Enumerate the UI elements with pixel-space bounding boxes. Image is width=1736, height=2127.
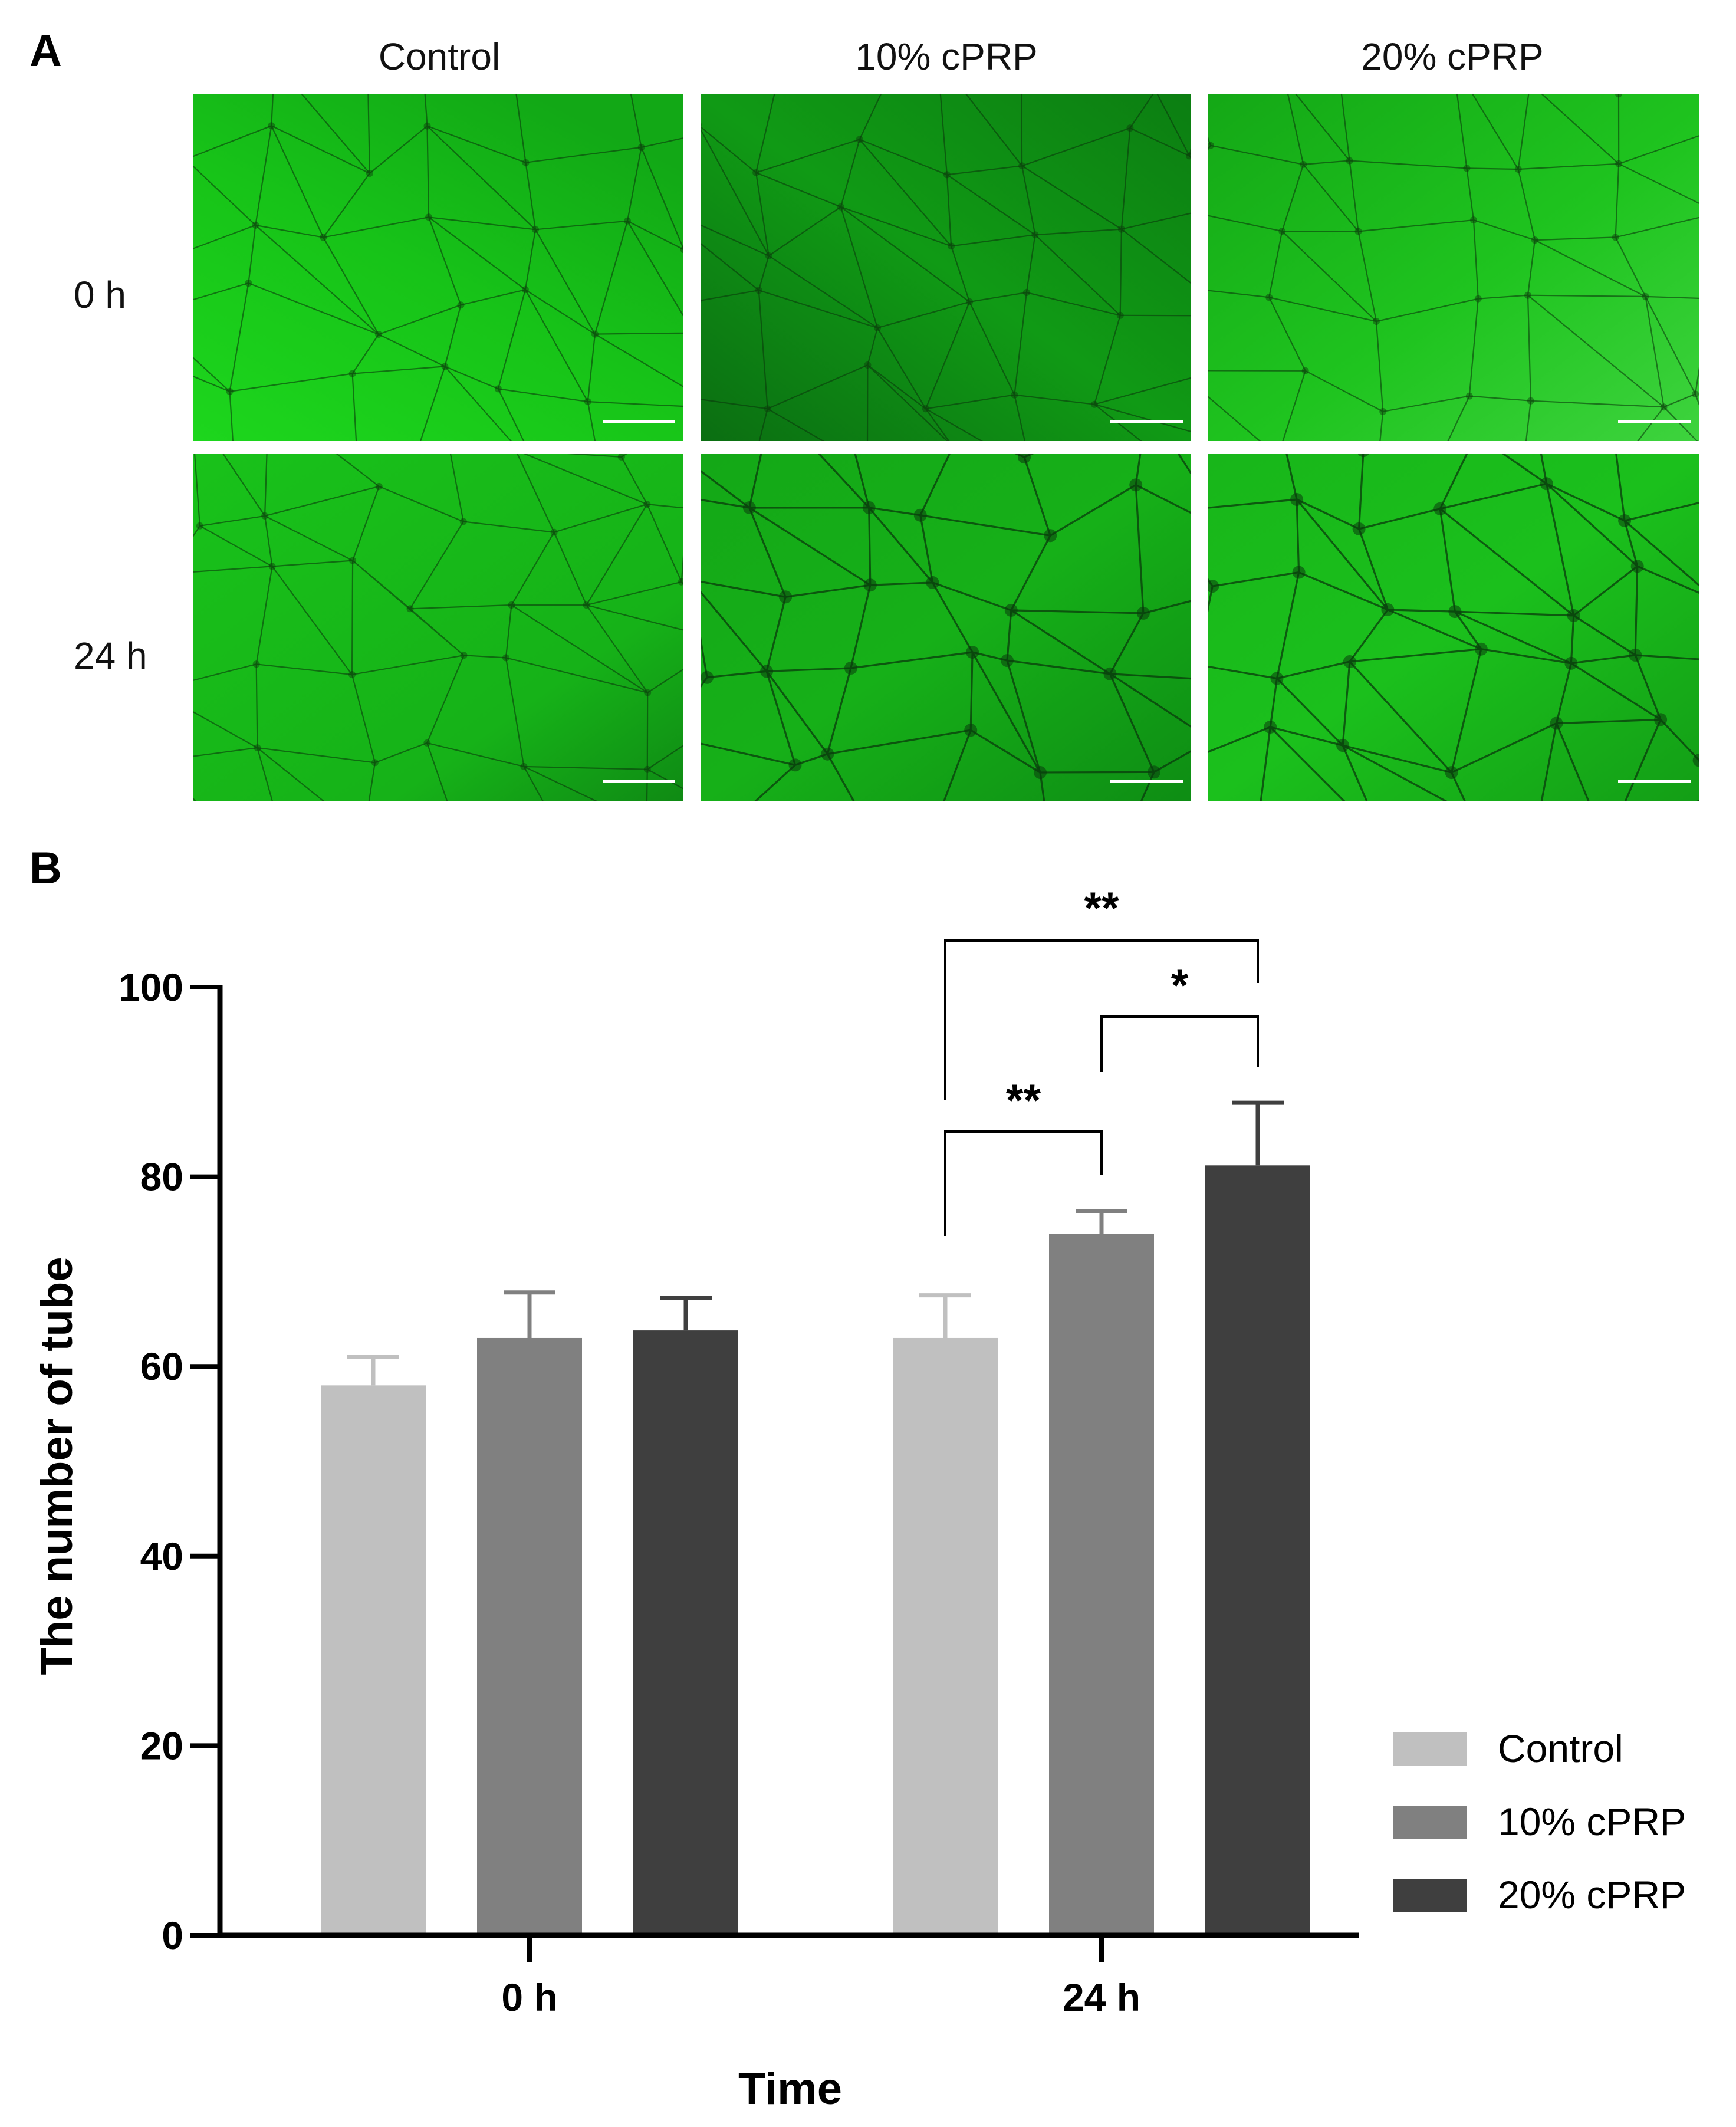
micrograph-24h-2 (1208, 454, 1699, 801)
bar-control-24h (893, 1337, 998, 1935)
error-bars-layer (347, 1100, 1284, 1386)
row-label-24h: 24 h (74, 635, 147, 677)
y-tick-label: 0 (162, 1914, 183, 1957)
x-tick-label: 24 h (1063, 1975, 1140, 2019)
column-label-control: Control (379, 35, 500, 78)
tube-network (193, 94, 683, 441)
micrograph-24h-1 (701, 454, 1191, 801)
error-bar (660, 1296, 712, 1331)
significance-label: * (1171, 961, 1189, 1011)
legend-swatch (1393, 1732, 1467, 1766)
error-bar (504, 1290, 555, 1338)
bar-control-0h (321, 1385, 426, 1935)
row-label-0h: 0 h (74, 274, 126, 316)
y-tick-label: 100 (119, 965, 183, 1009)
y-tick-label: 20 (140, 1724, 183, 1767)
micrograph-0h-2 (1208, 94, 1699, 441)
scale-bar (1618, 780, 1691, 783)
legend-label: Control (1498, 1727, 1623, 1770)
legend-item: 10% cPRP (1393, 1800, 1686, 1843)
micrograph-grid (193, 94, 1699, 801)
y-axis-title: The number of tube (32, 1257, 82, 1675)
legend-label: 20% cPRP (1498, 1873, 1686, 1916)
tube-network (1208, 94, 1699, 441)
significance-bracket: ** (944, 1076, 1103, 1236)
bar-10-cprp-24h (1049, 1234, 1154, 1935)
scale-bar (603, 420, 675, 423)
panel-b-letter: B (29, 843, 62, 893)
error-bar (1232, 1100, 1284, 1166)
significance-bracket: ** (944, 883, 1259, 1100)
y-tick-label: 60 (140, 1344, 183, 1388)
micrograph-0h-0 (193, 94, 683, 441)
tube-network (193, 454, 683, 801)
tube-network (701, 94, 1191, 441)
significance-label: ** (1006, 1076, 1041, 1126)
micrograph-0h-1 (701, 94, 1191, 441)
column-label-10-cprp: 10% cPRP (855, 35, 1037, 78)
micrograph-background (701, 454, 1191, 801)
error-bar (1076, 1208, 1127, 1234)
scale-bar (603, 780, 675, 783)
y-tick-label: 80 (140, 1155, 183, 1199)
bar-20-cprp-24h (1205, 1165, 1310, 1935)
legend-item: 20% cPRP (1393, 1873, 1686, 1916)
micrograph-background (1208, 454, 1699, 801)
legend: Control 10% cPRP 20% cPRP (1393, 1727, 1686, 1916)
significance-layer: ***** (944, 883, 1259, 1236)
axes-layer: 0 20 40 60 80 100 0 h 24 h (119, 965, 1359, 2019)
scale-bar (1110, 780, 1183, 783)
y-tick-label: 40 (140, 1534, 183, 1578)
scale-bar (1618, 420, 1691, 423)
x-tick-label: 0 h (501, 1975, 557, 2019)
legend-swatch (1393, 1806, 1467, 1839)
significance-bracket: * (1100, 961, 1259, 1072)
tube-network (1208, 454, 1699, 801)
tube-network (701, 454, 1191, 801)
bars-layer (321, 1165, 1310, 1935)
scale-bar (1110, 420, 1183, 423)
legend-label: 10% cPRP (1498, 1800, 1686, 1843)
micrograph-background (701, 94, 1191, 441)
column-label-20-cprp: 20% cPRP (1361, 35, 1543, 78)
x-axis-title: Time (738, 2064, 842, 2114)
micrograph-background (1208, 94, 1699, 441)
panel-a-letter: A (29, 26, 62, 76)
error-bar (919, 1293, 971, 1338)
error-bar (347, 1355, 399, 1386)
bar-10-cprp-0h (477, 1337, 582, 1935)
bar-20-cprp-0h (633, 1330, 738, 1935)
micrograph-24h-0 (193, 454, 683, 801)
legend-item: Control (1393, 1727, 1623, 1770)
significance-label: ** (1084, 883, 1119, 933)
legend-swatch (1393, 1879, 1467, 1912)
